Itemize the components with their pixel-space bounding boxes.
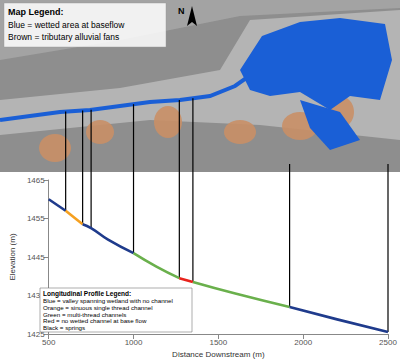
svg-text:1435: 1435: [26, 291, 45, 300]
svg-text:Distance Downstream (m): Distance Downstream (m): [172, 350, 265, 359]
svg-text:Red = no wetted channel at bas: Red = no wetted channel at base flow: [43, 317, 147, 325]
svg-text:Map Legend:: Map Legend:: [8, 7, 64, 17]
svg-text:1425: 1425: [26, 329, 45, 339]
svg-text:1445: 1445: [27, 253, 45, 262]
svg-text:Elevation (m): Elevation (m): [8, 233, 17, 280]
svg-text:1465: 1465: [27, 176, 45, 185]
svg-text:Blue = wetted area at baseflow: Blue = wetted area at baseflow: [8, 20, 125, 30]
svg-text:1455: 1455: [27, 214, 45, 223]
svg-text:Green = multi-thread channels: Green = multi-thread channels: [43, 310, 127, 318]
svg-text:Black = springs: Black = springs: [43, 324, 85, 331]
svg-text:1500: 1500: [209, 338, 227, 347]
svg-text:1000: 1000: [125, 338, 143, 347]
svg-text:Blue = valley spanning wetland: Blue = valley spanning wetland with no c…: [43, 297, 173, 304]
svg-text:N: N: [178, 6, 185, 16]
svg-text:2500: 2500: [379, 338, 397, 347]
svg-text:500: 500: [42, 338, 56, 347]
svg-text:Longitudinal Profile Legend:: Longitudinal Profile Legend:: [43, 290, 132, 297]
svg-text:Orange = sinuous single thread: Orange = sinuous single thread channel: [43, 303, 153, 311]
svg-text:2000: 2000: [294, 338, 312, 347]
svg-text:Brown = tributary alluvial fan: Brown = tributary alluvial fans: [8, 32, 119, 42]
